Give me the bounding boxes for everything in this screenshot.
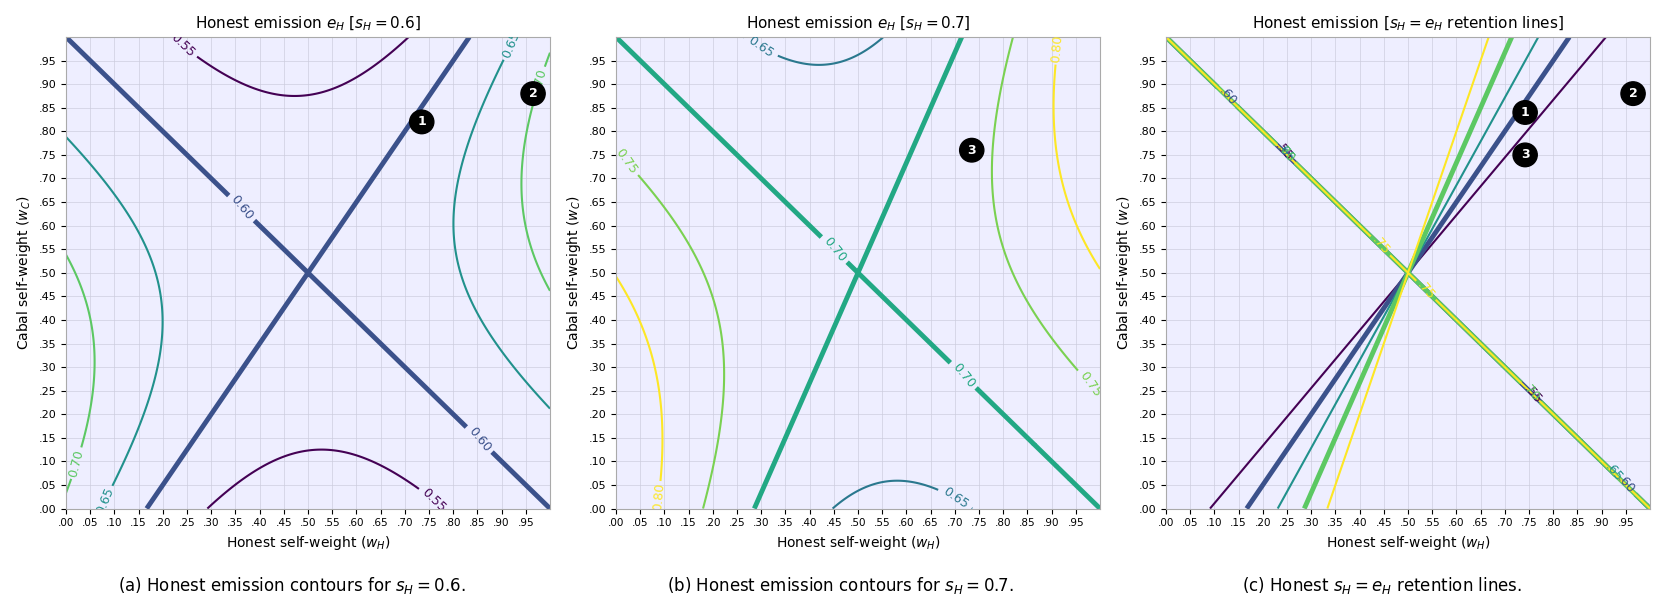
Text: .70: .70	[1273, 141, 1296, 165]
Text: 0.60: 0.60	[228, 193, 255, 223]
Text: .75: .75	[1414, 279, 1436, 302]
Text: 0.70: 0.70	[67, 448, 87, 478]
Text: .75: .75	[1368, 234, 1391, 257]
Text: .70: .70	[1519, 380, 1541, 404]
Text: 0.80: 0.80	[651, 482, 666, 512]
Circle shape	[1513, 143, 1536, 166]
Text: (a) Honest emission contours for $s_H = 0.6$.: (a) Honest emission contours for $s_H = …	[118, 575, 464, 596]
Text: 0.70: 0.70	[529, 67, 549, 98]
Text: 2: 2	[529, 87, 537, 100]
Text: 1: 1	[1519, 106, 1529, 119]
Circle shape	[958, 139, 983, 162]
X-axis label: Honest self-weight ($w_H$): Honest self-weight ($w_H$)	[226, 534, 389, 552]
Text: .55: .55	[1271, 139, 1295, 163]
Circle shape	[1621, 82, 1644, 106]
Y-axis label: Cabal self-weight ($w_C$): Cabal self-weight ($w_C$)	[1115, 195, 1132, 350]
Text: 3: 3	[1519, 148, 1529, 162]
Text: .55: .55	[1521, 382, 1543, 406]
Text: (c) Honest $s_H = e_H$ retention lines.: (c) Honest $s_H = e_H$ retention lines.	[1241, 575, 1521, 596]
Text: 0.75: 0.75	[1075, 368, 1103, 399]
Text: .65: .65	[1273, 142, 1296, 165]
Text: 0.65: 0.65	[745, 34, 775, 60]
Text: 0.55: 0.55	[419, 485, 448, 514]
Y-axis label: Cabal self-weight ($w_C$): Cabal self-weight ($w_C$)	[15, 195, 33, 350]
Text: 0.70: 0.70	[948, 361, 977, 390]
Title: Honest emission $e_H$ [$s_H = 0.6$]: Honest emission $e_H$ [$s_H = 0.6$]	[195, 15, 421, 33]
Text: 1: 1	[418, 115, 426, 128]
X-axis label: Honest self-weight ($w_H$): Honest self-weight ($w_H$)	[775, 534, 940, 552]
Text: 0.70: 0.70	[820, 235, 847, 265]
Text: 3: 3	[967, 144, 975, 157]
Text: 0.75: 0.75	[612, 147, 639, 177]
Circle shape	[409, 110, 434, 134]
Text: 0.65: 0.65	[499, 30, 522, 60]
X-axis label: Honest self-weight ($w_H$): Honest self-weight ($w_H$)	[1325, 534, 1489, 552]
Circle shape	[521, 82, 544, 106]
Text: 2: 2	[1627, 87, 1636, 100]
Y-axis label: Cabal self-weight ($w_C$): Cabal self-weight ($w_C$)	[564, 195, 582, 350]
Text: 0.65: 0.65	[940, 485, 970, 511]
Title: Honest emission $e_H$ [$s_H = 0.7$]: Honest emission $e_H$ [$s_H = 0.7$]	[745, 15, 970, 33]
Text: .65: .65	[1601, 461, 1624, 484]
Text: 0.80: 0.80	[1048, 34, 1065, 63]
Text: 0.55: 0.55	[168, 31, 196, 60]
Text: (b) Honest emission contours for $s_H = 0.7$.: (b) Honest emission contours for $s_H = …	[667, 575, 1013, 596]
Text: 0.60: 0.60	[464, 425, 493, 455]
Text: .60: .60	[1614, 473, 1636, 497]
Text: .60: .60	[1215, 85, 1238, 109]
Circle shape	[1513, 101, 1536, 124]
Title: Honest emission [$s_H = e_H$ retention lines]: Honest emission [$s_H = e_H$ retention l…	[1251, 15, 1562, 33]
Text: 0.65: 0.65	[93, 485, 116, 516]
